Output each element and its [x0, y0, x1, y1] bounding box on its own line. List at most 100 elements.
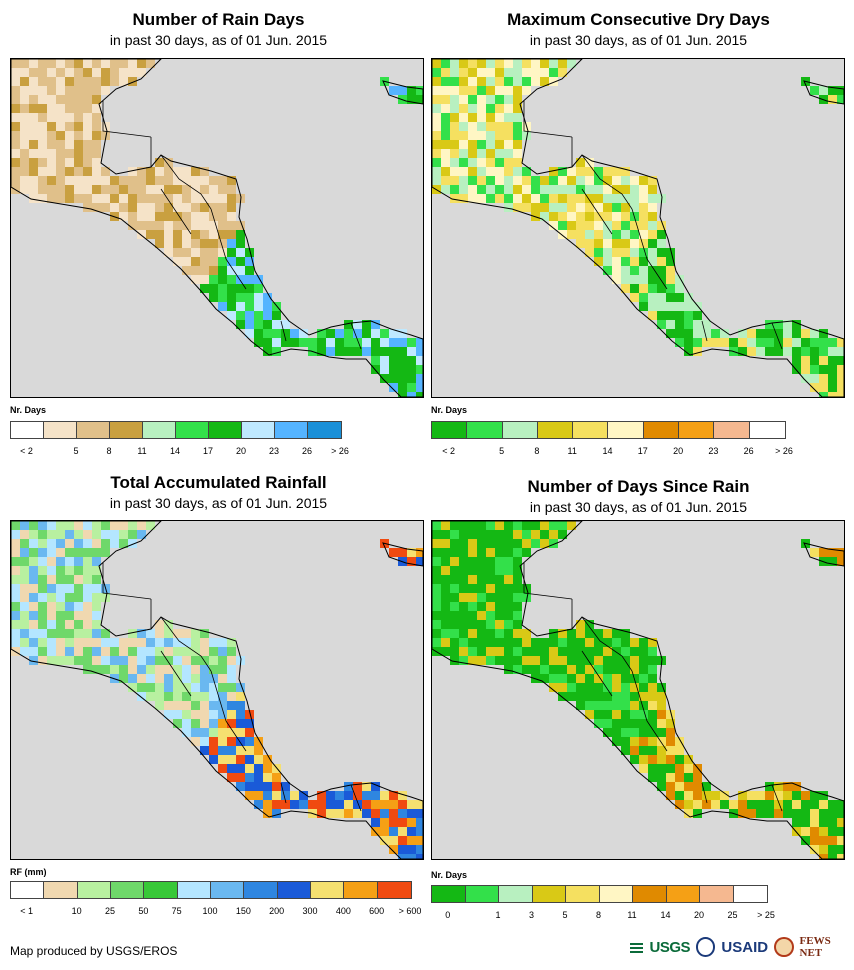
country-border: [160, 650, 192, 697]
grid-cell: [504, 530, 513, 539]
grid-cell: [441, 620, 450, 629]
grid-cell: [630, 737, 639, 746]
grid-cell: [828, 374, 837, 383]
grid-cell: [819, 374, 828, 383]
grid-cell: [326, 791, 335, 800]
grid-cell: [477, 575, 486, 584]
grid-cell: [92, 647, 101, 656]
grid-cell: [837, 86, 844, 95]
grid-cell: [432, 575, 441, 584]
grid-cell: [389, 347, 398, 356]
grid-cell: [398, 374, 407, 383]
grid-cell: [92, 140, 101, 149]
grid-cell: [441, 113, 450, 122]
grid-cell: [74, 566, 83, 575]
grid-cell: [585, 176, 594, 185]
grid-cell: [227, 185, 236, 194]
legend-tick-label: > 26: [775, 446, 793, 456]
grid-cell: [594, 647, 603, 656]
grid-cell: [119, 59, 128, 68]
grid-cell: [576, 158, 585, 167]
grid-cell: [92, 167, 101, 176]
grid-cell: [603, 638, 612, 647]
grid-cell: [495, 647, 504, 656]
grid-cell: [83, 203, 92, 212]
grid-cell: [137, 167, 146, 176]
grid-cell: [38, 620, 47, 629]
grid-cell: [450, 521, 459, 530]
legend-swatch: [432, 886, 466, 902]
grid-cell: [657, 257, 666, 266]
grid-cell: [11, 584, 20, 593]
grid-cell: [272, 311, 281, 320]
legend-swatch: [537, 422, 574, 438]
grid-cell: [218, 701, 227, 710]
grid-cell: [558, 674, 567, 683]
legend-swatch: [432, 422, 468, 438]
grid-cell: [416, 347, 423, 356]
grid-cell: [191, 167, 200, 176]
grid-cell: [621, 248, 630, 257]
grid-cell: [675, 284, 684, 293]
grid-cell: [398, 338, 407, 347]
grid-cell: [92, 584, 101, 593]
grid-cell: [486, 113, 495, 122]
grid-cell: [110, 665, 119, 674]
island-outline: [803, 542, 844, 567]
legend-swatch: [277, 882, 311, 898]
grid-cell: [110, 194, 119, 203]
grid-cell: [495, 539, 504, 548]
grid-cell: [146, 521, 155, 530]
grid-cell: [164, 683, 173, 692]
grid-cell: [477, 149, 486, 158]
grid-cell: [819, 338, 828, 347]
grid-cell: [810, 329, 819, 338]
grid-cell: [236, 755, 245, 764]
grid-cell: [495, 113, 504, 122]
partner-logos: USGS USAID FEWS NET: [630, 932, 854, 962]
grid-cell: [47, 122, 56, 131]
grid-cell: [74, 86, 83, 95]
grid-cell: [450, 140, 459, 149]
grid-cell: [657, 728, 666, 737]
grid-cell: [810, 365, 819, 374]
grid-cell: [666, 728, 675, 737]
grid-cell: [20, 167, 29, 176]
grid-cell: [146, 194, 155, 203]
grid-cell: [155, 212, 164, 221]
rain-days-legend-ticks: < 2 5 8 11 14 17 20 23 26 > 26: [10, 446, 349, 458]
grid-cell: [486, 185, 495, 194]
grid-cell: [119, 521, 128, 530]
grid-cell: [227, 710, 236, 719]
grid-cell: [459, 557, 468, 566]
grid-cell: [83, 158, 92, 167]
grid-cell: [218, 293, 227, 302]
grid-cell: [441, 104, 450, 113]
grid-cell: [389, 800, 398, 809]
legend-tick-label: 8: [106, 446, 112, 456]
grid-cell: [540, 176, 549, 185]
grid-cell: [513, 593, 522, 602]
grid-cell: [432, 176, 441, 185]
grid-cell: [675, 311, 684, 320]
grid-cell: [164, 656, 173, 665]
grid-cell: [29, 620, 38, 629]
grid-cell: [639, 746, 648, 755]
grid-cell: [495, 548, 504, 557]
grid-cell: [486, 86, 495, 95]
grid-cell: [459, 176, 468, 185]
grid-cell: [702, 320, 711, 329]
grid-cell: [450, 647, 459, 656]
grid-cell: [477, 530, 486, 539]
grid-cell: [567, 683, 576, 692]
grid-cell: [218, 239, 227, 248]
grid-cell: [693, 311, 702, 320]
grid-cell: [92, 95, 101, 104]
grid-cell: [450, 158, 459, 167]
grid-cell: [495, 149, 504, 158]
grid-cell: [245, 275, 254, 284]
legend-swatch: [44, 882, 78, 898]
grid-cell: [594, 203, 603, 212]
grid-cell: [801, 338, 810, 347]
grid-cell: [612, 638, 621, 647]
